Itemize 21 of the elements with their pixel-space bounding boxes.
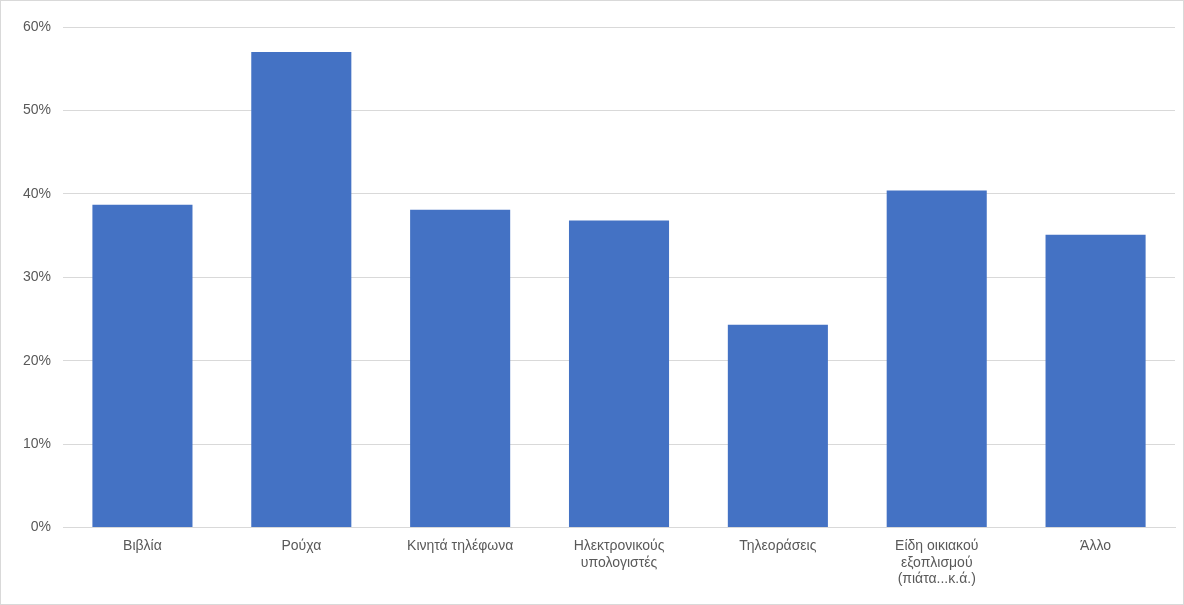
bar [568,220,670,528]
x-tick-label: Βιβλία [123,536,162,553]
x-tick-label: Ηλεκτρονικούς υπολογιστές [573,536,665,570]
y-tick-label: 60% [22,17,52,34]
x-tick-label: Άλλο [1080,536,1112,553]
bar [727,324,828,528]
x-tick-label: Ρούχα [281,536,322,553]
y-tick-label: 30% [22,268,52,285]
x-tick-label: Είδη οικιακού εξοπλισμού (πιάτα...κ.ά.) [895,536,979,587]
bar [251,52,352,528]
bar [410,209,511,528]
x-tick-label: Τηλεοράσεις [739,536,817,553]
y-tick-label: 20% [22,351,52,368]
y-tick-label: 50% [22,101,52,118]
y-tick-label: 40% [22,184,52,201]
y-tick-label: 0% [30,518,52,535]
bar [92,204,193,528]
y-tick-label: 10% [22,435,52,452]
bar [886,190,987,528]
x-tick-label: Κινητά τηλέφωνα [407,536,514,553]
bar [1045,234,1146,528]
